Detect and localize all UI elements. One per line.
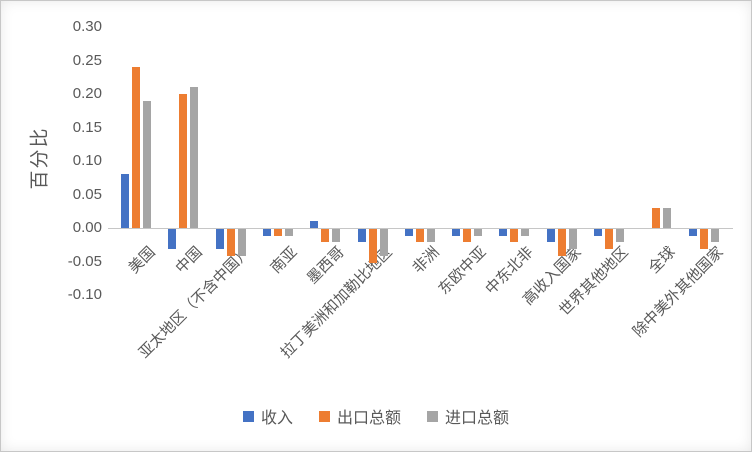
bar-total-imports-7 — [427, 229, 435, 242]
y-tick-label: 0.10 — [72, 152, 102, 169]
x-category-label: 南亚 — [267, 243, 301, 277]
bar-income-1 — [121, 174, 129, 228]
bar-total-imports-13 — [711, 229, 719, 242]
bar-total-exports-12 — [652, 208, 660, 228]
bar-total-imports-3 — [238, 229, 246, 256]
y-tick-label: 0.30 — [72, 18, 102, 35]
bar-total-exports-11 — [605, 229, 613, 249]
bar-income-3 — [216, 229, 224, 249]
bar-total-exports-2 — [179, 94, 187, 228]
y-tick-label: 0.05 — [72, 185, 102, 203]
legend-item-income: 收入 — [242, 404, 293, 428]
bar-income-8 — [452, 229, 460, 236]
bar-income-11 — [594, 229, 602, 236]
x-axis-line — [108, 228, 733, 229]
bar-total-exports-13 — [700, 229, 708, 249]
bar-income-4 — [263, 229, 271, 236]
bar-income-10 — [547, 229, 555, 242]
bar-total-imports-1 — [143, 101, 151, 228]
legend-swatch-icon — [318, 410, 330, 422]
legend-item-total-exports: 出口总额 — [318, 404, 401, 428]
chart-legend: 收入 出口总额 进口总额 — [0, 404, 752, 428]
bar-total-imports-10 — [569, 229, 577, 249]
bar-total-exports-1 — [132, 67, 140, 228]
bar-total-imports-6 — [380, 229, 388, 256]
legend-label: 收入 — [260, 410, 293, 427]
bar-total-exports-9 — [510, 229, 518, 242]
bar-total-exports-3 — [227, 229, 235, 256]
bar-total-imports-9 — [521, 229, 529, 236]
legend-label: 出口总额 — [336, 410, 401, 427]
bar-total-imports-4 — [285, 229, 293, 236]
y-tick-label: -0.05 — [67, 252, 102, 270]
bar-income-13 — [689, 229, 697, 236]
bar-total-imports-12 — [663, 208, 671, 228]
y-tick-label: 0.00 — [72, 219, 102, 236]
bar-total-exports-7 — [416, 229, 424, 242]
y-tick-label: 0.25 — [72, 51, 102, 69]
bar-total-exports-10 — [558, 229, 566, 256]
bar-income-7 — [405, 229, 413, 236]
x-category-label: 全球 — [645, 243, 680, 277]
bar-total-exports-4 — [274, 229, 282, 236]
y-tick-label: -0.10 — [67, 286, 102, 303]
legend-label: 进口总额 — [445, 410, 510, 427]
bar-income-2 — [168, 229, 176, 249]
bar-income-5 — [310, 221, 318, 228]
legend-swatch-icon — [427, 410, 438, 422]
bar-total-imports-8 — [474, 229, 482, 236]
bar-total-imports-11 — [616, 229, 624, 242]
legend-swatch-icon — [242, 410, 254, 422]
bar-income-9 — [499, 229, 507, 236]
bar-total-imports-2 — [190, 87, 198, 228]
bar-income-6 — [358, 229, 366, 242]
bar-total-exports-8 — [463, 229, 471, 242]
bar-total-imports-5 — [332, 229, 340, 242]
bar-total-exports-6 — [369, 229, 377, 263]
y-tick-label: 0.20 — [72, 85, 102, 102]
x-category-label: 美国 — [125, 243, 159, 277]
legend-item-total-imports: 进口总额 — [427, 404, 509, 428]
y-tick-label: 0.15 — [72, 118, 102, 136]
x-category-label: 非洲 — [409, 243, 443, 277]
x-category-label: 东欧中亚 — [435, 243, 490, 298]
x-category-label: 中国 — [172, 243, 207, 277]
bar-total-exports-5 — [321, 229, 329, 242]
